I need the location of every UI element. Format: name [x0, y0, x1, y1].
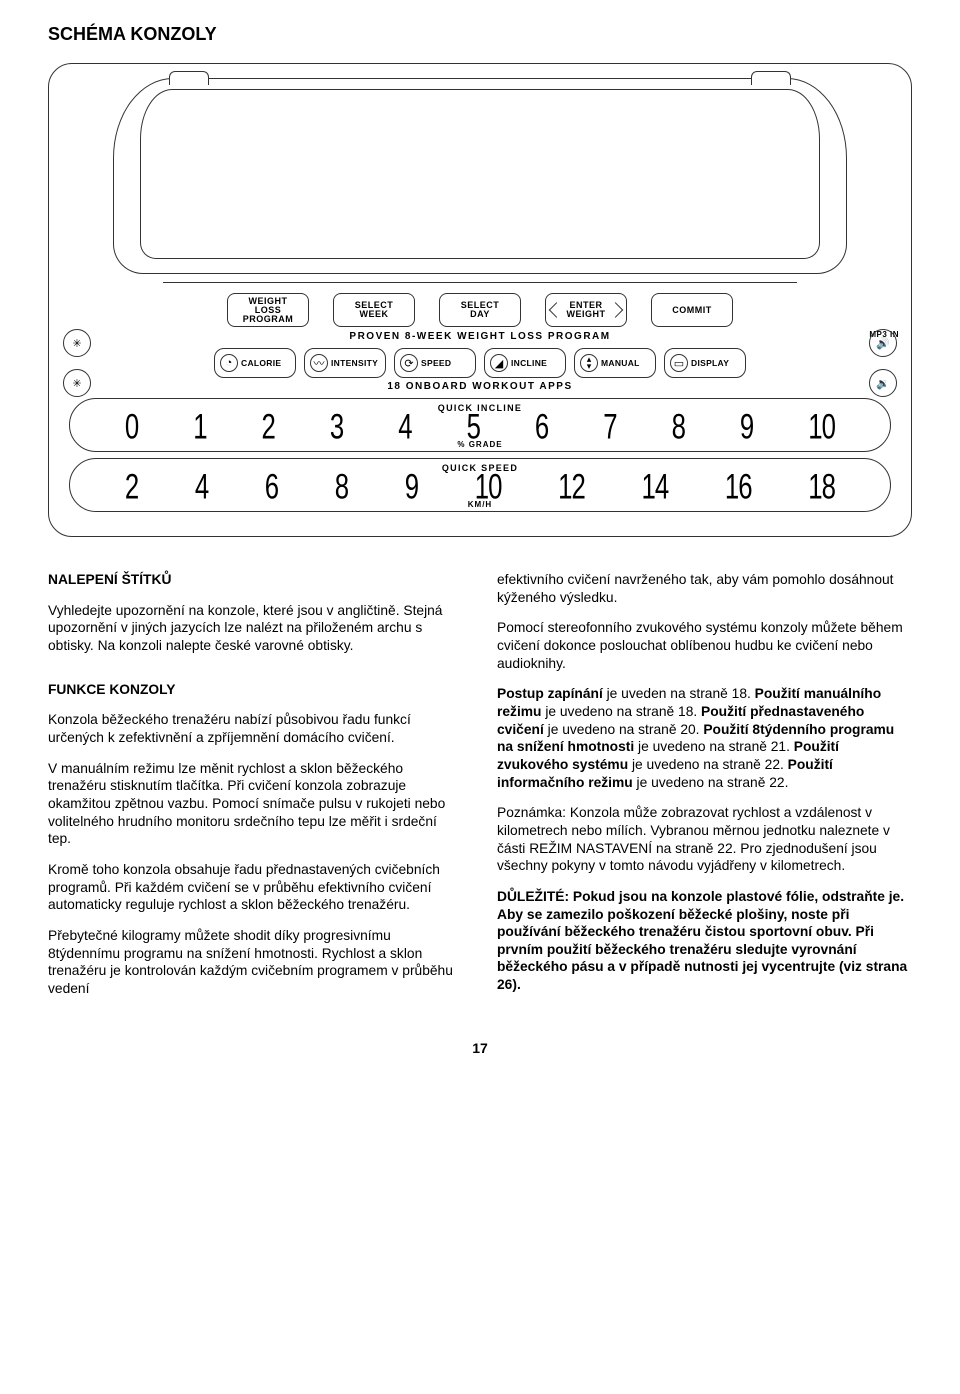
incline-numbers[interactable]: 012345678910: [125, 410, 835, 445]
screen-frame: [113, 78, 847, 274]
volume-up-icon[interactable]: 🔊: [869, 329, 897, 357]
body-paragraph: Pomocí stereofonního zvukového systému k…: [497, 619, 912, 672]
incline-button[interactable]: ◢INCLINE: [484, 348, 566, 378]
commit-button[interactable]: COMMIT: [651, 293, 733, 327]
body-text: NALEPENÍ ŠTÍTKŮ Vyhledejte upozornění na…: [48, 571, 912, 1010]
speed-button[interactable]: ⟳SPEED: [394, 348, 476, 378]
weight-loss-program-button[interactable]: WEIGHT LOSS PROGRAM: [227, 293, 309, 327]
right-column: efektivního cvičení navrženého tak, aby …: [497, 571, 912, 1010]
speed-icon: ⟳: [400, 354, 418, 372]
volume-down-icon[interactable]: 🔉: [869, 369, 897, 397]
fan-high-icon[interactable]: ✳: [63, 329, 91, 357]
body-paragraph: Konzola běžeckého trenažéru nabízí působ…: [48, 711, 463, 746]
labels-heading: NALEPENÍ ŠTÍTKŮ: [48, 571, 463, 589]
select-day-button[interactable]: SELECT DAY: [439, 293, 521, 327]
enter-weight-button[interactable]: ENTER WEIGHT: [545, 293, 627, 327]
quick-incline-bar: QUICK INCLINE 012345678910 % GRADE: [69, 398, 891, 452]
speed-numbers[interactable]: 246891012141618: [125, 470, 835, 505]
display-icon: ▭: [670, 354, 688, 372]
body-paragraph-mixed: Postup zapínání je uveden na straně 18. …: [497, 685, 912, 791]
body-paragraph: Poznámka: Konzola může zobrazovat rychlo…: [497, 804, 912, 875]
select-week-button[interactable]: SELECT WEEK: [333, 293, 415, 327]
app-button-row: MP3 IN ✳ ✳ ◔CALORIE 〰INTENSITY ⟳SPEED ◢I…: [63, 348, 897, 378]
calorie-button[interactable]: ◔CALORIE: [214, 348, 296, 378]
body-paragraph: Přebytečné kilogramy můžete shodit díky …: [48, 927, 463, 998]
body-paragraph: Kromě toho konzola obsahuje řadu přednas…: [48, 861, 463, 914]
labels-paragraph: Vyhledejte upozornění na konzole, které …: [48, 602, 463, 655]
incline-icon: ◢: [490, 354, 508, 372]
intensity-icon: 〰: [310, 354, 328, 372]
display-button[interactable]: ▭DISPLAY: [664, 348, 746, 378]
funkce-heading: FUNKCE KONZOLY: [48, 681, 463, 699]
lcd-screen: [140, 89, 820, 259]
fan-low-icon[interactable]: ✳: [63, 369, 91, 397]
body-paragraph: efektivního cvičení navrženého tak, aby …: [497, 571, 912, 606]
manual-icon: ▴▾: [580, 354, 598, 372]
proven-label: PROVEN 8-WEEK WEIGHT LOSS PROGRAM: [63, 331, 897, 342]
left-column: NALEPENÍ ŠTÍTKŮ Vyhledejte upozornění na…: [48, 571, 463, 1010]
intensity-button[interactable]: 〰INTENSITY: [304, 348, 386, 378]
onboard-label: 18 ONBOARD WORKOUT APPS: [63, 381, 897, 392]
top-button-row: WEIGHT LOSS PROGRAM SELECT WEEK SELECT D…: [63, 293, 897, 327]
page-title: SCHÉMA KONZOLY: [48, 24, 912, 45]
calorie-icon: ◔: [220, 354, 238, 372]
manual-button[interactable]: ▴▾MANUAL: [574, 348, 656, 378]
page-number: 17: [48, 1040, 912, 1056]
important-paragraph: DŮLEŽITÉ: Pokud jsou na konzole plastové…: [497, 888, 912, 994]
quick-speed-bar: QUICK SPEED 246891012141618 KM/H: [69, 458, 891, 512]
body-paragraph: V manuálním režimu lze měnit rychlost a …: [48, 760, 463, 848]
console-diagram: WEIGHT LOSS PROGRAM SELECT WEEK SELECT D…: [48, 63, 912, 537]
